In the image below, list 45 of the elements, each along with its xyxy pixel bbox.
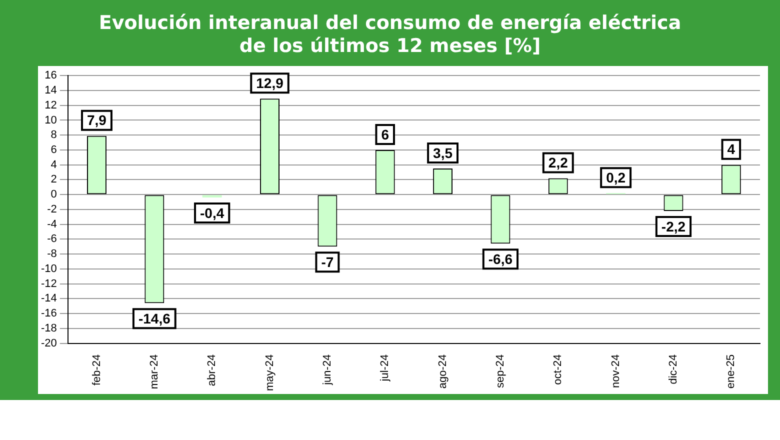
y-tick-label: 14: [44, 84, 57, 97]
y-tick-label: 12: [44, 99, 57, 112]
y-tick-label: 4: [50, 158, 57, 171]
x-tick-label: oct-24: [552, 354, 564, 385]
y-tick-label: -14: [40, 292, 57, 305]
y-tick-label: 16: [44, 70, 57, 82]
data-label: 3,5: [433, 144, 453, 161]
y-tick-label: -8: [47, 248, 57, 260]
data-label: -14,6: [138, 310, 171, 327]
y-tick-label: -16: [40, 308, 57, 320]
data-label: -0,4: [200, 204, 224, 221]
x-tick-label: may-24: [264, 354, 276, 392]
x-tick-label: jul-24: [379, 354, 392, 382]
x-tick-label: sep-24: [494, 354, 506, 388]
chart-title: Evolución interanual del consumo de energía eléctrica de los últimos 12 meses [%]: [98, 12, 682, 58]
data-label: 6: [381, 126, 390, 142]
data-label: 12,9: [256, 75, 284, 92]
bar: [202, 195, 222, 198]
y-tick-label: -2: [47, 203, 57, 216]
data-label: 4: [727, 141, 736, 158]
x-tick-label: abr-24: [206, 354, 218, 386]
y-tick-label: 10: [44, 114, 57, 126]
x-tick-label: dic-24: [668, 354, 680, 384]
data-label: -7: [321, 254, 334, 270]
x-tick-label: mar-24: [148, 354, 160, 390]
x-tick-label: ene-25: [725, 354, 738, 389]
y-tick-label: 8: [50, 129, 57, 142]
data-label: -6,6: [488, 251, 513, 268]
x-tick-label: jun-24: [321, 354, 334, 386]
y-tick-label: 0: [50, 188, 57, 201]
y-tick-label: 6: [50, 144, 57, 156]
y-tick-label: 2: [50, 174, 57, 186]
y-tick-label: -6: [47, 233, 57, 246]
y-tick-label: -4: [47, 218, 57, 230]
y-tick-label: -12: [40, 278, 57, 290]
data-label: 0,2: [606, 169, 626, 186]
data-label: 7,9: [87, 112, 107, 128]
x-tick-label: nov-24: [610, 354, 622, 388]
data-label: -2,2: [661, 218, 686, 234]
y-tick-label: -10: [40, 262, 57, 275]
x-tick-label: ago-24: [436, 354, 449, 389]
y-tick-label: -20: [40, 337, 57, 350]
y-tick-label: -18: [40, 322, 57, 334]
x-tick-label: feb-24: [90, 354, 103, 386]
data-label: 2,2: [548, 154, 568, 171]
